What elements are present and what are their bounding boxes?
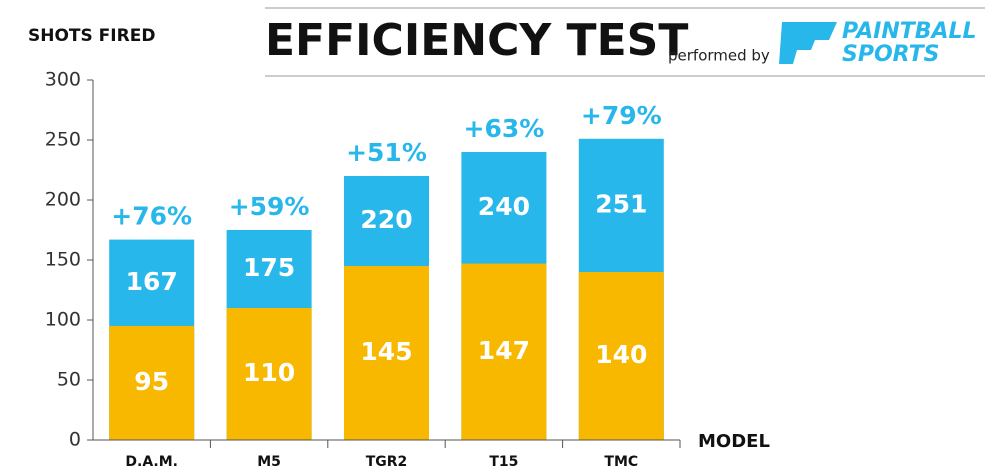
x-axis-label: MODEL: [698, 431, 770, 452]
percent-label: +79%: [581, 101, 662, 130]
bar: [226, 308, 312, 440]
x-tick-label: T15: [489, 454, 518, 470]
bar: [578, 272, 664, 440]
chart-title: EFFICIENCY TEST: [265, 15, 688, 66]
percent-label: +59%: [229, 192, 310, 221]
value-label: 251: [595, 189, 647, 218]
value-label: 95: [134, 367, 169, 396]
subtitle: performed by: [668, 47, 770, 65]
y-tick-label: 0: [69, 429, 81, 451]
x-tick-label: D.A.M.: [125, 454, 178, 470]
bar: [344, 266, 429, 440]
value-label: 220: [360, 205, 412, 234]
bar: [109, 326, 195, 440]
value-label: 175: [243, 253, 295, 282]
x-tick-label: TGR2: [366, 454, 408, 470]
logo-icon: [779, 22, 837, 64]
value-label: 145: [360, 337, 412, 366]
bar: [461, 263, 547, 440]
logo-text: SPORTS: [842, 42, 939, 67]
logo: PAINTBALL SPORTS: [779, 19, 977, 67]
value-label: 167: [126, 267, 178, 296]
x-tick-label: M5: [257, 454, 281, 470]
y-tick-label: 150: [45, 249, 81, 271]
y-tick-label: 50: [57, 369, 81, 391]
percent-label: +76%: [111, 202, 192, 231]
logo-text: PAINTBALL: [842, 19, 977, 44]
y-tick-label: 250: [45, 129, 81, 151]
y-axis-label: SHOTS FIRED: [28, 26, 155, 46]
percent-label: +51%: [346, 138, 427, 167]
value-label: 140: [595, 340, 647, 369]
value-label: 240: [478, 192, 530, 221]
value-label: 110: [243, 358, 295, 387]
y-tick-label: 200: [45, 189, 81, 211]
y-tick-label: 300: [45, 69, 81, 91]
x-tick-label: TMC: [604, 454, 638, 470]
value-label: 147: [478, 336, 530, 365]
y-tick-label: 100: [45, 309, 81, 331]
percent-label: +63%: [464, 114, 545, 143]
